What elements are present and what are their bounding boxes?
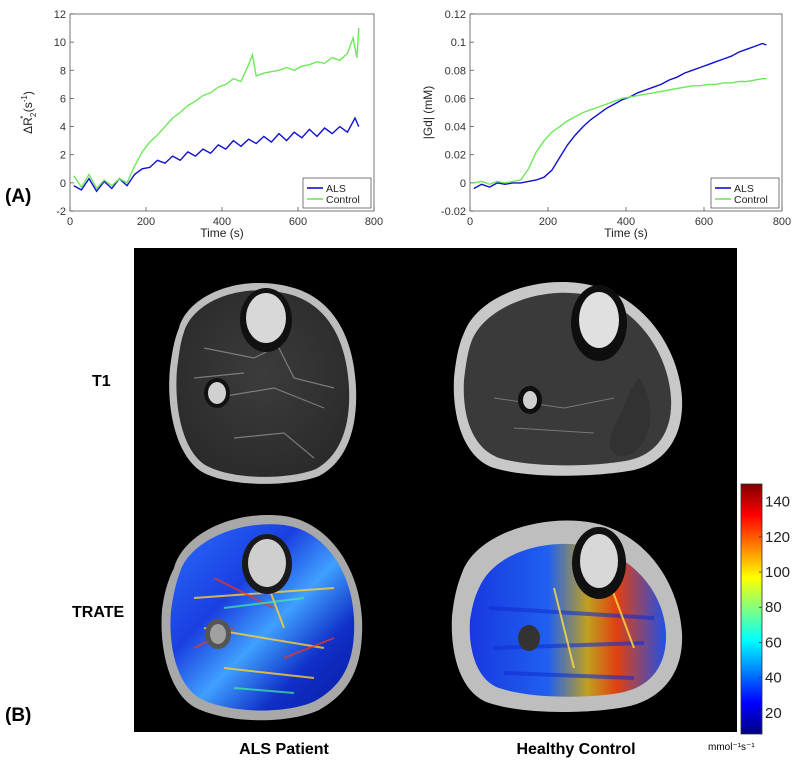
colorbar-tick-label: 100 bbox=[765, 564, 790, 581]
y-tick-label: 0.06 bbox=[445, 93, 466, 105]
y-tick-label: 2 bbox=[60, 150, 66, 162]
colorbar-tick-label: 120 bbox=[765, 529, 790, 546]
y-tick-label: 10 bbox=[54, 37, 66, 49]
x-tick-label: 400 bbox=[213, 216, 231, 228]
control-t1-image bbox=[453, 282, 683, 476]
mri-image-grid bbox=[134, 248, 737, 732]
legend-box bbox=[302, 177, 372, 209]
y-tick-label: -0.02 bbox=[441, 206, 466, 218]
legend-label-control: Control bbox=[326, 194, 360, 206]
als-t1-image bbox=[169, 282, 357, 484]
y-tick-label: 0 bbox=[460, 178, 466, 190]
y-tick-label: 0 bbox=[60, 178, 66, 190]
x-axis-label: Time (s) bbox=[200, 226, 244, 240]
x-tick-label: 0 bbox=[67, 216, 73, 228]
y-tick-label: 0.08 bbox=[445, 65, 466, 77]
colorbar: 140 120 100 80 60 40 20 bbox=[740, 483, 790, 735]
y-axis-label: |Gd| (mM) bbox=[421, 86, 435, 140]
legend-box bbox=[710, 177, 780, 209]
series-line-als bbox=[473, 42, 767, 190]
y-tick-label: -2 bbox=[56, 206, 66, 218]
series-line-control bbox=[73, 28, 360, 190]
x-tick-label: 200 bbox=[539, 216, 557, 228]
colorbar-tick-label: 140 bbox=[765, 494, 790, 511]
series-line-control bbox=[473, 77, 767, 186]
panel-label-a: (A) bbox=[5, 186, 32, 207]
y-tick-label: 4 bbox=[60, 122, 66, 134]
colorbar-tick-label: 40 bbox=[765, 670, 782, 687]
y-tick-label: 12 bbox=[54, 9, 66, 21]
y-tick-label: 0.1 bbox=[451, 37, 466, 49]
colorbar-tick-label: 80 bbox=[765, 599, 782, 616]
y-axis-label: ΔR2* (s-1) bbox=[19, 91, 38, 134]
colorbar-tick-label: 20 bbox=[765, 705, 782, 722]
panel-label-b: (B) bbox=[5, 705, 32, 726]
x-axis-label: Time (s) bbox=[604, 226, 648, 240]
control-trate-image bbox=[451, 520, 683, 712]
legend-label-als: ALS bbox=[326, 183, 346, 195]
x-tick-label: 400 bbox=[617, 216, 635, 228]
x-tick-label: 800 bbox=[773, 216, 791, 228]
colorbar-gradient bbox=[740, 483, 763, 735]
x-tick-label: 800 bbox=[365, 216, 383, 228]
y-tick-label: 8 bbox=[60, 65, 66, 77]
x-tick-label: 200 bbox=[137, 216, 155, 228]
als-trate-image bbox=[161, 515, 363, 721]
y-tick-label: 0.04 bbox=[445, 122, 466, 134]
colorbar-unit: mmol⁻¹s⁻¹ bbox=[708, 742, 755, 753]
column-label-als: ALS Patient bbox=[239, 741, 329, 758]
y-tick-label: 6 bbox=[60, 93, 66, 105]
y-tick-label: 0.02 bbox=[445, 150, 466, 162]
colorbar-tick-label: 60 bbox=[765, 634, 782, 651]
x-tick-label: 600 bbox=[695, 216, 713, 228]
legend-label-als: ALS bbox=[734, 183, 754, 195]
legend-label-control: Control bbox=[734, 194, 768, 206]
y-tick-label: 0.12 bbox=[445, 9, 466, 21]
x-tick-label: 0 bbox=[467, 216, 473, 228]
series-line-als bbox=[73, 116, 360, 193]
row-label-trate: TRATE bbox=[72, 604, 125, 621]
row-label-t1: T1 bbox=[92, 373, 111, 390]
column-label-control: Healthy Control bbox=[516, 741, 636, 758]
x-tick-label: 600 bbox=[289, 216, 307, 228]
